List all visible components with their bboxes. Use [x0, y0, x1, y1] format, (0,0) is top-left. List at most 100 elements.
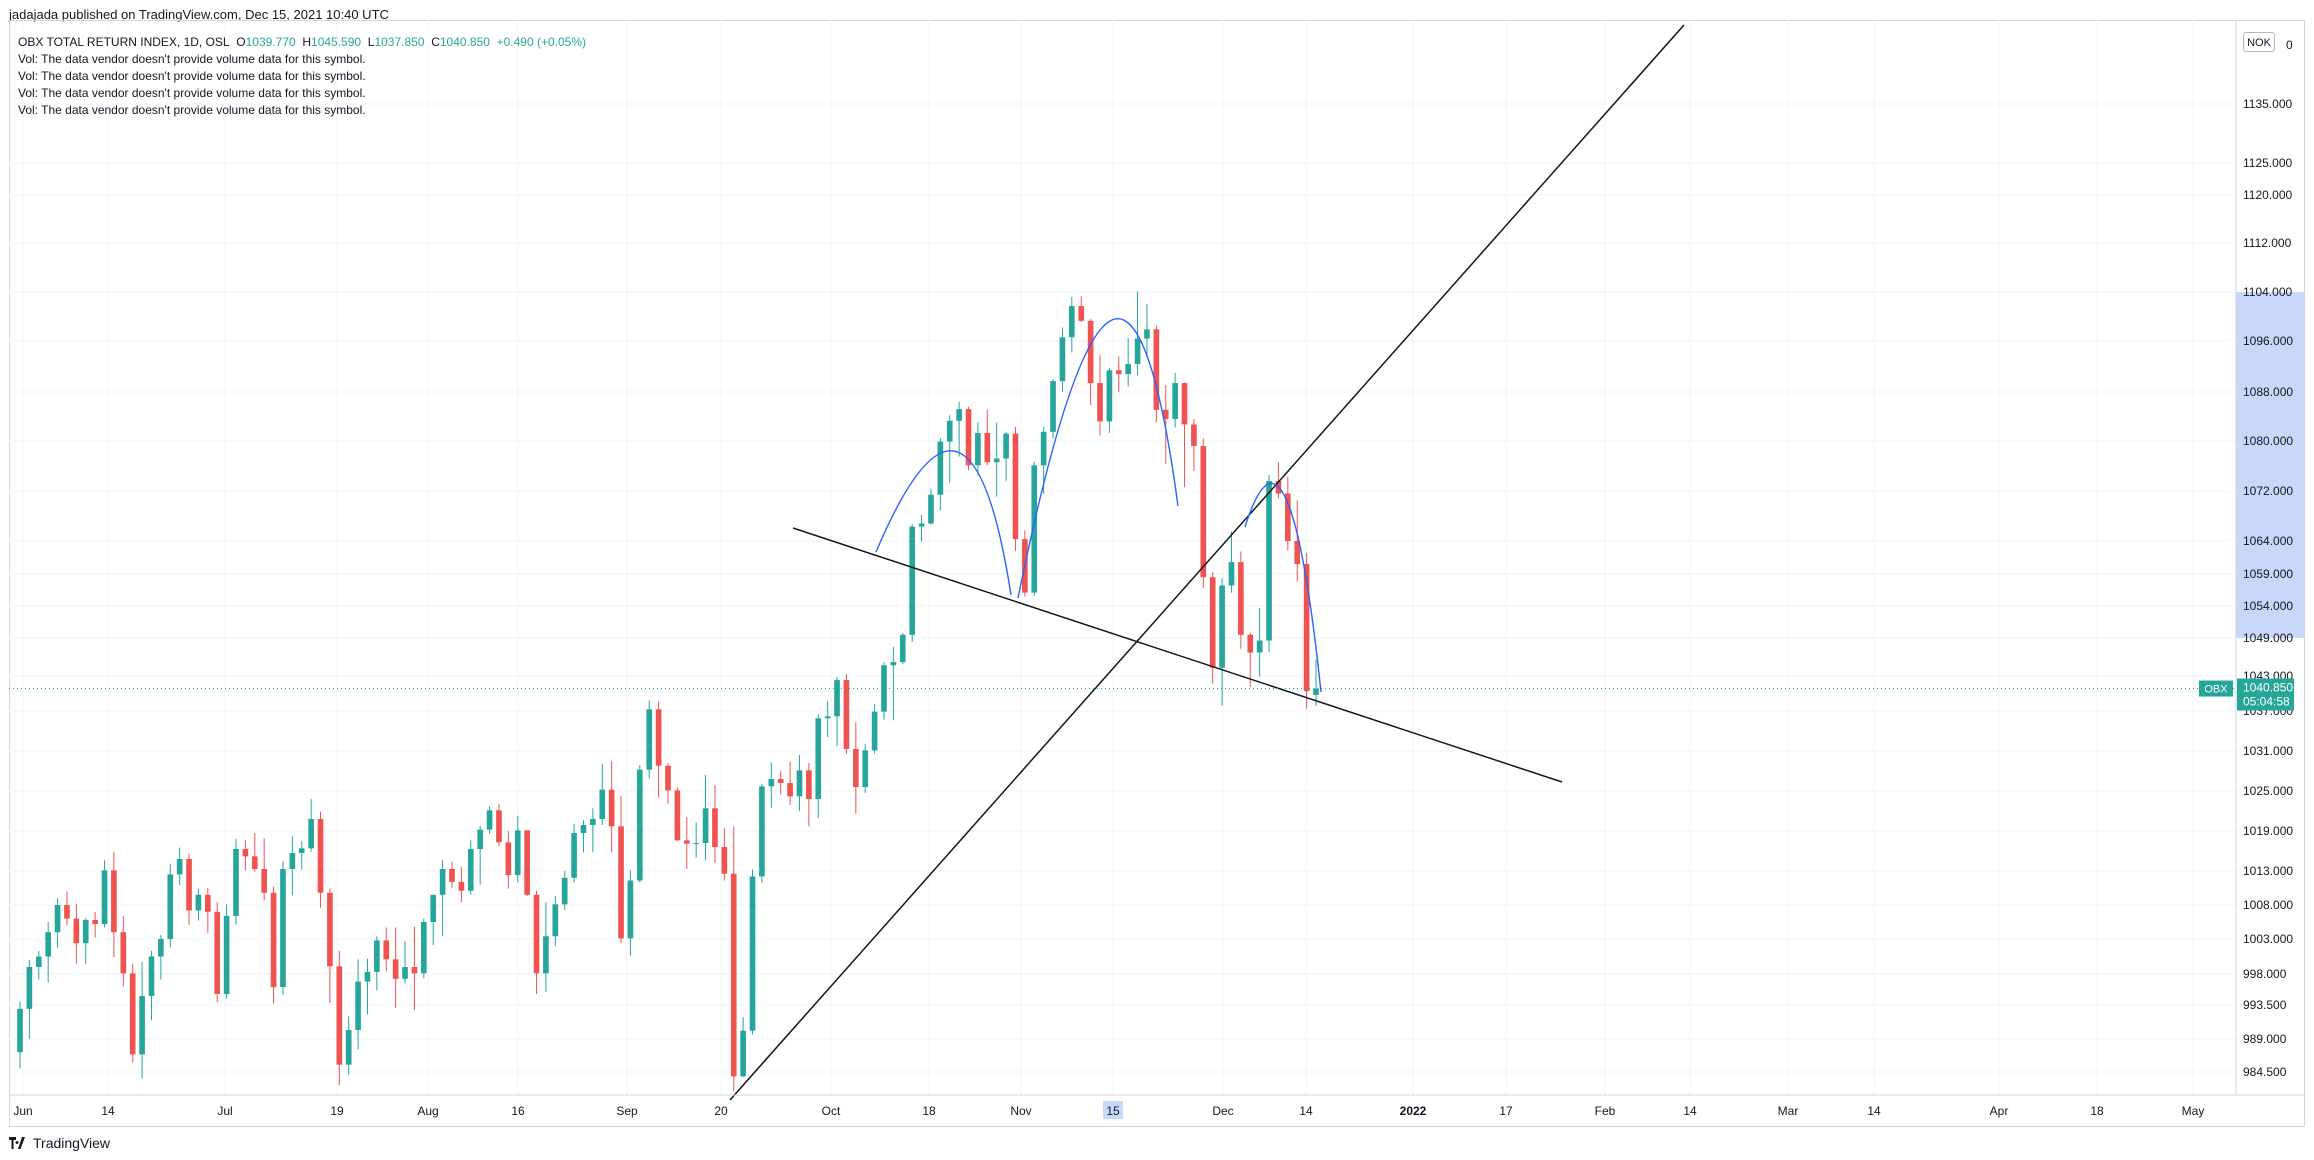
candle-body — [1303, 564, 1310, 692]
price-tick-label: 1104.000 — [2243, 285, 2292, 299]
candle-body — [148, 956, 155, 997]
price-tick-label-partial-suffix: 0 — [2286, 38, 2293, 52]
candle-body — [806, 770, 812, 799]
candle-body — [730, 873, 737, 1077]
candle-body — [1087, 320, 1094, 384]
candle-body — [1294, 541, 1301, 565]
candle-body — [233, 849, 239, 916]
symbol-title[interactable]: OBX TOTAL RETURN INDEX, 1D, OSL — [18, 35, 230, 49]
time-tick-label: 18 — [922, 1104, 936, 1118]
candle-body — [1040, 431, 1047, 466]
candle-body — [35, 956, 42, 967]
volume-note: Vol: The data vendor doesn't provide vol… — [18, 103, 366, 117]
candle-body — [242, 849, 249, 857]
candle-body — [251, 856, 258, 869]
price-tick-label: 1064.000 — [2243, 534, 2293, 548]
time-tick-highlight — [1103, 1101, 1123, 1119]
candle-body — [1069, 306, 1075, 338]
candle-body — [111, 870, 117, 933]
price-tick-label: 998.000 — [2243, 967, 2287, 981]
time-axis[interactable]: Jun 14 Jul 19 Aug 16 Sep 20 Oct 18 Nov 15 Dec 14 2022 1… — [9, 1094, 2305, 1119]
candle-body — [834, 680, 840, 717]
candle-body — [374, 940, 380, 972]
time-tick-label: 20 — [714, 1104, 728, 1118]
candle-body — [1050, 381, 1056, 432]
candle-body — [740, 1030, 746, 1077]
candle-body — [815, 718, 822, 799]
candle-body — [505, 842, 512, 876]
candle-body — [618, 826, 624, 939]
candle-body — [73, 918, 80, 944]
time-tick-label: 14 — [1867, 1104, 1881, 1118]
time-tick-label: Aug — [417, 1104, 438, 1118]
currency-badge[interactable]: NOK — [2243, 32, 2275, 52]
tradingview-brand[interactable]: TradingView — [33, 1135, 111, 1151]
time-tick-label: 14 — [1683, 1104, 1697, 1118]
candle-body — [195, 894, 202, 911]
candle-body — [439, 869, 446, 895]
candle-body — [928, 494, 934, 524]
candle-body — [608, 789, 615, 827]
legend: OBX TOTAL RETURN INDEX, 1D, OSL O1039.77… — [18, 34, 586, 119]
candle-body — [768, 779, 775, 787]
rising-trendline — [729, 24, 1685, 1101]
candle-body — [1200, 446, 1207, 578]
change-value: +0.490 (+0.05%) — [496, 35, 586, 49]
candle-body — [176, 859, 183, 875]
candle-body — [1285, 493, 1291, 541]
candle-body — [1134, 338, 1141, 364]
candle-body — [918, 523, 925, 527]
candle-body — [186, 859, 192, 911]
neckline-trendline — [792, 527, 1563, 783]
candle-body — [298, 848, 305, 853]
time-tick-label: 2022 — [1400, 1104, 1427, 1118]
candle-body — [1078, 306, 1085, 321]
candle-body — [1153, 329, 1160, 410]
candle-body — [843, 680, 850, 749]
candle-body — [17, 1008, 23, 1053]
time-tick-label: Sep — [616, 1104, 638, 1118]
candle-body — [1247, 634, 1254, 653]
close-label: C — [431, 35, 440, 49]
left-shoulder-arc — [875, 450, 1012, 596]
price-tick-label: 1112.000 — [2243, 236, 2292, 250]
time-tick-label: 14 — [101, 1104, 115, 1118]
time-tick-label: Oct — [822, 1104, 841, 1118]
price-tick-label: 1096.000 — [2243, 334, 2293, 348]
price-tick-label: 1120.000 — [2243, 188, 2292, 202]
candle-body — [693, 843, 699, 844]
candle-body — [449, 869, 455, 882]
time-tick-label: Jul — [217, 1104, 232, 1118]
candle-body — [665, 765, 671, 791]
candle-body — [749, 876, 756, 1031]
candle-body — [965, 409, 972, 466]
candle-body — [1238, 562, 1244, 635]
candle-body — [402, 967, 408, 979]
tradingview-logo-icon[interactable] — [9, 1137, 27, 1149]
candle-body — [205, 894, 211, 912]
trendline-drawings[interactable] — [9, 24, 2236, 1101]
candle-body — [871, 711, 878, 751]
candle-body — [345, 1029, 352, 1065]
candle-body — [467, 849, 474, 891]
time-tick-label: 16 — [511, 1104, 525, 1118]
price-tick-label: 1008.000 — [2243, 898, 2293, 912]
time-tick-label: Mar — [1778, 1104, 1799, 1118]
time-tick-label: 17 — [1499, 1104, 1513, 1118]
candle-body — [1172, 383, 1178, 419]
candle-body — [64, 905, 70, 919]
candle-body — [975, 433, 981, 466]
candle-body — [1313, 688, 1319, 695]
candle-body — [993, 458, 1000, 463]
low-value: 1037.850 — [374, 35, 425, 49]
candle-body — [683, 840, 690, 844]
candle-body — [824, 716, 831, 719]
candle-body — [45, 932, 51, 957]
volume-note: Vol: The data vendor doesn't provide vol… — [18, 52, 366, 66]
candle-body — [637, 769, 643, 881]
last-price-tag-bg — [2237, 678, 2294, 711]
candle-body — [26, 967, 33, 1009]
time-tick-label: 14 — [1299, 1104, 1313, 1118]
